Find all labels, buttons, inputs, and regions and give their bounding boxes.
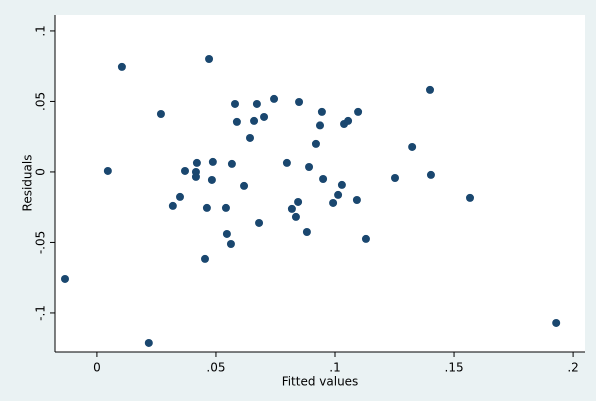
point (552, 318, 561, 327)
y-tick-label: 0 (34, 168, 48, 176)
point (201, 254, 209, 263)
point (191, 172, 200, 181)
point (319, 174, 328, 183)
point (168, 201, 177, 210)
point (329, 198, 338, 207)
point (103, 166, 112, 175)
point (305, 163, 314, 172)
point (61, 274, 69, 283)
point (207, 175, 216, 184)
point (246, 133, 254, 142)
point (240, 181, 249, 190)
point (352, 195, 361, 204)
point (344, 116, 353, 125)
y-tick-label: .05 (34, 92, 48, 111)
point (282, 158, 291, 167)
point (202, 203, 211, 212)
point (317, 107, 326, 116)
point (426, 170, 435, 179)
x-tick-label: .15 (445, 361, 464, 375)
plot-region (55, 15, 585, 352)
point (255, 218, 264, 227)
point (337, 180, 346, 189)
point (426, 85, 434, 94)
point (176, 192, 184, 201)
y-tick-label: -.1 (34, 305, 48, 321)
point (222, 229, 231, 238)
point (208, 157, 217, 166)
x-tick-label: .1 (329, 361, 340, 375)
y-tick-label: -.05 (34, 231, 48, 254)
point (391, 174, 399, 183)
point (205, 54, 214, 63)
point (231, 99, 239, 108)
point (226, 239, 235, 248)
point (361, 234, 370, 243)
point (408, 142, 417, 151)
y-tick-label: .1 (34, 25, 48, 36)
point (250, 116, 259, 125)
x-tick-label: .2 (567, 361, 578, 375)
point (334, 190, 343, 199)
point (270, 94, 279, 103)
point (354, 107, 363, 116)
x-tick-label: .05 (206, 361, 225, 375)
point (232, 117, 241, 126)
point (156, 109, 165, 118)
point (291, 212, 300, 221)
point (252, 99, 261, 108)
point (311, 139, 320, 148)
point (295, 97, 304, 106)
point (287, 204, 296, 213)
point (117, 62, 126, 71)
point (192, 158, 201, 167)
point (221, 203, 230, 212)
point (294, 197, 303, 206)
point (302, 228, 311, 237)
point (316, 121, 324, 130)
point (227, 159, 236, 168)
x-tick-label: 0 (93, 361, 101, 375)
x-axis-title: Fitted values (282, 375, 359, 389)
point (181, 166, 189, 175)
point (466, 193, 474, 202)
point (144, 338, 153, 347)
y-axis-title: Residuals (21, 155, 35, 212)
point (260, 112, 269, 121)
